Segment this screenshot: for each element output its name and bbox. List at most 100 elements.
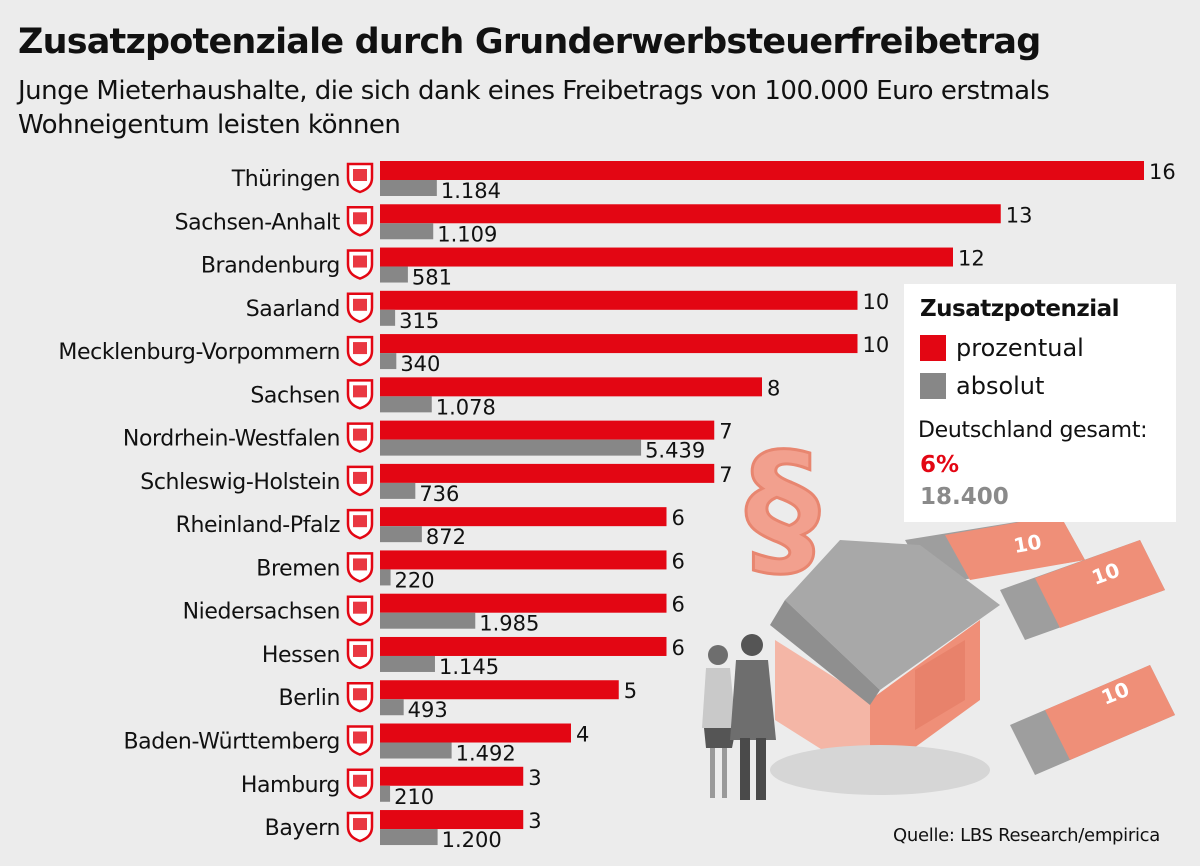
coat-of-arms-detail xyxy=(353,342,367,355)
total-label: Deutschland gesamt: xyxy=(918,418,1148,443)
bar-absolut xyxy=(380,353,397,370)
coat-of-arms-detail xyxy=(353,169,367,181)
bar-absolut xyxy=(380,309,396,326)
coat-of-arms-detail xyxy=(353,385,367,398)
bar-prozentual xyxy=(380,766,524,786)
value-label-prozentual: 7 xyxy=(719,420,732,444)
category-label: Saarland xyxy=(246,297,340,322)
value-label-absolut: 493 xyxy=(408,698,448,722)
value-label-absolut: 220 xyxy=(395,568,435,592)
banknote-icon: 10 xyxy=(1000,540,1165,640)
value-label-prozentual: 16 xyxy=(1149,160,1176,184)
legend-label: prozentual xyxy=(956,334,1084,362)
coat-of-arms-detail xyxy=(353,428,367,441)
category-label: Thüringen xyxy=(231,167,340,192)
category-label: Niedersachsen xyxy=(183,600,340,625)
illustration: § 10 10 10 xyxy=(702,421,1175,800)
bar-absolut xyxy=(380,439,642,456)
bar-prozentual xyxy=(380,334,858,354)
coat-of-arms-detail xyxy=(353,601,367,614)
category-label: Berlin xyxy=(279,686,340,711)
coat-of-arms-detail xyxy=(353,558,367,571)
legend-title: Zusatzpotenzial xyxy=(920,296,1120,322)
total-absolute: 18.400 xyxy=(920,484,1009,510)
svg-text:10: 10 xyxy=(1012,529,1044,557)
value-label-absolut: 872 xyxy=(426,525,466,549)
value-label-absolut: 315 xyxy=(399,309,439,333)
value-label-prozentual: 3 xyxy=(528,766,541,790)
category-label: Mecklenburg-Vorpommern xyxy=(58,340,340,365)
bar-prozentual xyxy=(380,204,1001,224)
value-label-prozentual: 13 xyxy=(1006,203,1033,227)
bar-absolut xyxy=(380,699,404,716)
bar-absolut xyxy=(380,223,434,240)
coat-of-arms-detail xyxy=(353,515,367,528)
value-label-absolut: 1.200 xyxy=(442,828,502,852)
bar-absolut xyxy=(380,396,432,413)
value-label-absolut: 1.145 xyxy=(439,655,499,679)
legend-swatch-red xyxy=(920,335,946,361)
bar-prozentual xyxy=(380,463,715,483)
chart-subtitle: Junge Mieterhaushalte, die sich dank ein… xyxy=(18,76,1050,140)
total-percent: 6% xyxy=(920,452,960,478)
value-label-prozentual: 10 xyxy=(863,290,890,314)
value-label-absolut: 581 xyxy=(412,266,452,290)
value-label-prozentual: 7 xyxy=(719,463,732,487)
coat-of-arms-detail xyxy=(353,774,367,787)
category-label: Bayern xyxy=(265,816,340,841)
bar-prozentual xyxy=(380,377,762,397)
value-label-absolut: 1.985 xyxy=(479,612,539,636)
house-icon xyxy=(770,540,1000,780)
value-label-absolut: 5.439 xyxy=(645,439,705,463)
value-label-prozentual: 8 xyxy=(767,376,780,400)
value-label-prozentual: 12 xyxy=(958,247,985,271)
coat-of-arms-detail xyxy=(353,688,367,701)
legend-item-prozentual: prozentual xyxy=(920,334,1084,362)
bar-prozentual xyxy=(380,810,524,830)
chart-title: Zusatzpotenziale durch Grunderwerbsteuer… xyxy=(18,22,1041,62)
value-label-absolut: 210 xyxy=(394,785,434,809)
value-label-absolut: 1.184 xyxy=(441,179,501,203)
source-note: Quelle: LBS Research/empirica xyxy=(893,825,1161,846)
value-label-absolut: 340 xyxy=(400,352,440,376)
bar-absolut xyxy=(380,829,438,846)
couple-icon xyxy=(702,634,776,800)
category-label: Sachsen xyxy=(250,383,340,408)
value-label-absolut: 736 xyxy=(419,482,459,506)
value-label-absolut: 1.078 xyxy=(436,395,496,419)
value-label-prozentual: 4 xyxy=(576,723,589,747)
value-label-prozentual: 6 xyxy=(672,506,685,530)
coat-of-arms-detail xyxy=(353,731,367,744)
category-label: Hessen xyxy=(262,643,340,668)
bar-prozentual xyxy=(380,290,858,310)
bar-absolut xyxy=(380,180,437,196)
value-label-absolut: 1.492 xyxy=(456,742,516,766)
value-label-prozentual: 6 xyxy=(672,593,685,617)
bar-prozentual xyxy=(380,680,619,700)
bar-prozentual xyxy=(380,550,667,570)
banknote-icon: 10 xyxy=(1010,665,1175,775)
value-label-prozentual: 3 xyxy=(528,809,541,833)
bar-prozentual xyxy=(380,507,667,527)
bar-prozentual xyxy=(380,593,667,613)
category-label: Sachsen-Anhalt xyxy=(175,210,341,235)
category-label: Baden-Württemberg xyxy=(123,730,340,755)
bar-absolut xyxy=(380,526,422,543)
bar-absolut xyxy=(380,482,416,499)
category-label: Rheinland-Pfalz xyxy=(176,513,340,538)
bar-absolut xyxy=(380,612,476,629)
legend-label: absolut xyxy=(956,372,1045,400)
category-label: Nordrhein-Westfalen xyxy=(123,427,340,452)
bar-absolut xyxy=(380,742,452,759)
value-label-prozentual: 6 xyxy=(672,549,685,573)
coat-of-arms-detail xyxy=(353,818,367,831)
coat-of-arms-detail xyxy=(353,644,367,657)
coat-of-arms-detail xyxy=(353,212,367,225)
coat-of-arms-detail xyxy=(353,298,367,311)
bar-prozentual xyxy=(380,161,1144,180)
bar-prozentual xyxy=(380,723,571,743)
legend-swatch-gray xyxy=(920,373,946,399)
bar-absolut xyxy=(380,655,435,672)
bar-absolut xyxy=(380,569,391,586)
